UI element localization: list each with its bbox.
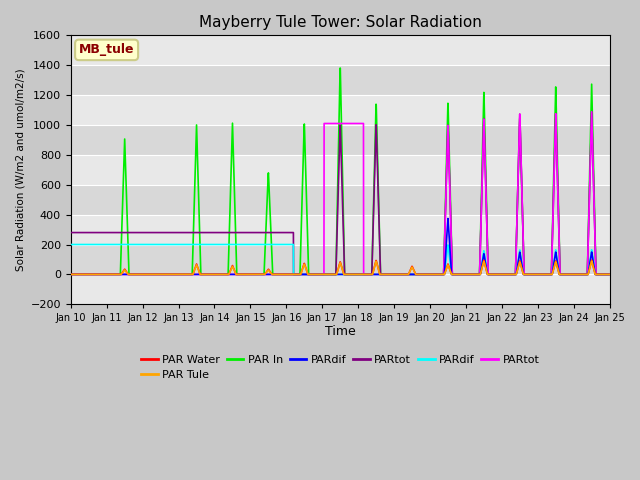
PARtot <box>67 272 75 277</box>
Title: Mayberry Tule Tower: Solar Radiation: Mayberry Tule Tower: Solar Radiation <box>199 15 482 30</box>
PAR Tule <box>588 258 595 264</box>
PARtot <box>606 272 614 277</box>
Legend: PAR Water, PAR Tule, PAR In, PARdif, PARtot, PARdif, PARtot: PAR Water, PAR Tule, PAR In, PARdif, PAR… <box>137 350 544 385</box>
PAR Tule <box>537 272 545 277</box>
Bar <box>71 155 610 185</box>
PAR In <box>606 272 614 277</box>
PARtot <box>588 109 595 115</box>
PAR Tule <box>67 272 75 277</box>
PAR In <box>297 243 305 249</box>
PARtot <box>297 272 305 277</box>
Line: PARtot: PARtot <box>71 112 610 275</box>
Bar <box>71 215 610 244</box>
PARdif <box>67 272 75 277</box>
PAR Water <box>588 257 595 263</box>
PARtot <box>606 272 614 277</box>
Bar <box>71 275 610 304</box>
Line: PAR Water: PAR Water <box>71 260 610 275</box>
PARdif <box>161 241 168 247</box>
Bar <box>71 36 610 65</box>
PAR In <box>67 272 75 277</box>
PARdif <box>538 272 545 277</box>
PARdif <box>129 241 136 247</box>
PAR Water <box>161 272 168 277</box>
PARdif <box>273 272 281 277</box>
PARdif <box>273 241 281 247</box>
PARdif <box>290 272 298 277</box>
Bar <box>71 65 610 95</box>
PARtot <box>129 230 136 236</box>
PAR Water <box>595 272 603 277</box>
PARdif <box>444 216 452 221</box>
Line: PARdif: PARdif <box>71 218 610 275</box>
PARdif <box>297 272 305 277</box>
PAR Tule <box>595 272 603 277</box>
Line: PAR In: PAR In <box>71 68 610 275</box>
PAR Water <box>67 272 75 277</box>
PARtot <box>161 272 168 277</box>
Line: PAR Tule: PAR Tule <box>71 261 610 275</box>
PAR Water <box>537 272 545 277</box>
PARtot <box>588 109 595 115</box>
Line: PARdif: PARdif <box>71 244 610 275</box>
PAR In <box>129 272 136 277</box>
Text: MB_tule: MB_tule <box>79 43 134 57</box>
PARtot <box>538 272 545 277</box>
Y-axis label: Solar Radiation (W/m2 and umol/m2/s): Solar Radiation (W/m2 and umol/m2/s) <box>15 69 25 271</box>
Bar <box>71 244 610 275</box>
Bar <box>71 95 610 125</box>
PARtot <box>595 272 603 277</box>
PAR In <box>161 272 168 277</box>
PARdif <box>297 272 305 277</box>
PARdif <box>595 272 603 277</box>
PAR In <box>273 272 281 277</box>
PARdif <box>161 272 168 277</box>
PAR Water <box>606 272 614 277</box>
PAR Tule <box>297 271 305 277</box>
PAR In <box>538 272 545 277</box>
PARtot <box>129 272 136 277</box>
PAR Tule <box>129 272 136 277</box>
PAR In <box>337 65 344 71</box>
PARdif <box>606 272 614 277</box>
Bar <box>71 185 610 215</box>
PARtot <box>67 230 75 236</box>
PARtot <box>161 230 168 236</box>
PAR Water <box>297 271 305 277</box>
PARdif <box>67 241 75 247</box>
X-axis label: Time: Time <box>325 324 356 338</box>
PARdif <box>606 272 614 277</box>
PAR Tule <box>161 272 168 277</box>
PARtot <box>273 230 281 236</box>
PAR Tule <box>273 272 281 277</box>
Bar <box>71 125 610 155</box>
PARdif <box>129 272 136 277</box>
PAR Water <box>129 272 136 277</box>
PARtot <box>537 272 545 277</box>
PARtot <box>290 272 298 277</box>
PAR Water <box>273 272 281 277</box>
PAR Tule <box>606 272 614 277</box>
PAR In <box>595 272 603 277</box>
PARtot <box>596 272 604 277</box>
PARdif <box>538 272 545 277</box>
PARdif <box>595 272 603 277</box>
PARtot <box>273 272 281 277</box>
Line: PARtot: PARtot <box>71 112 610 275</box>
PARtot <box>297 272 305 277</box>
